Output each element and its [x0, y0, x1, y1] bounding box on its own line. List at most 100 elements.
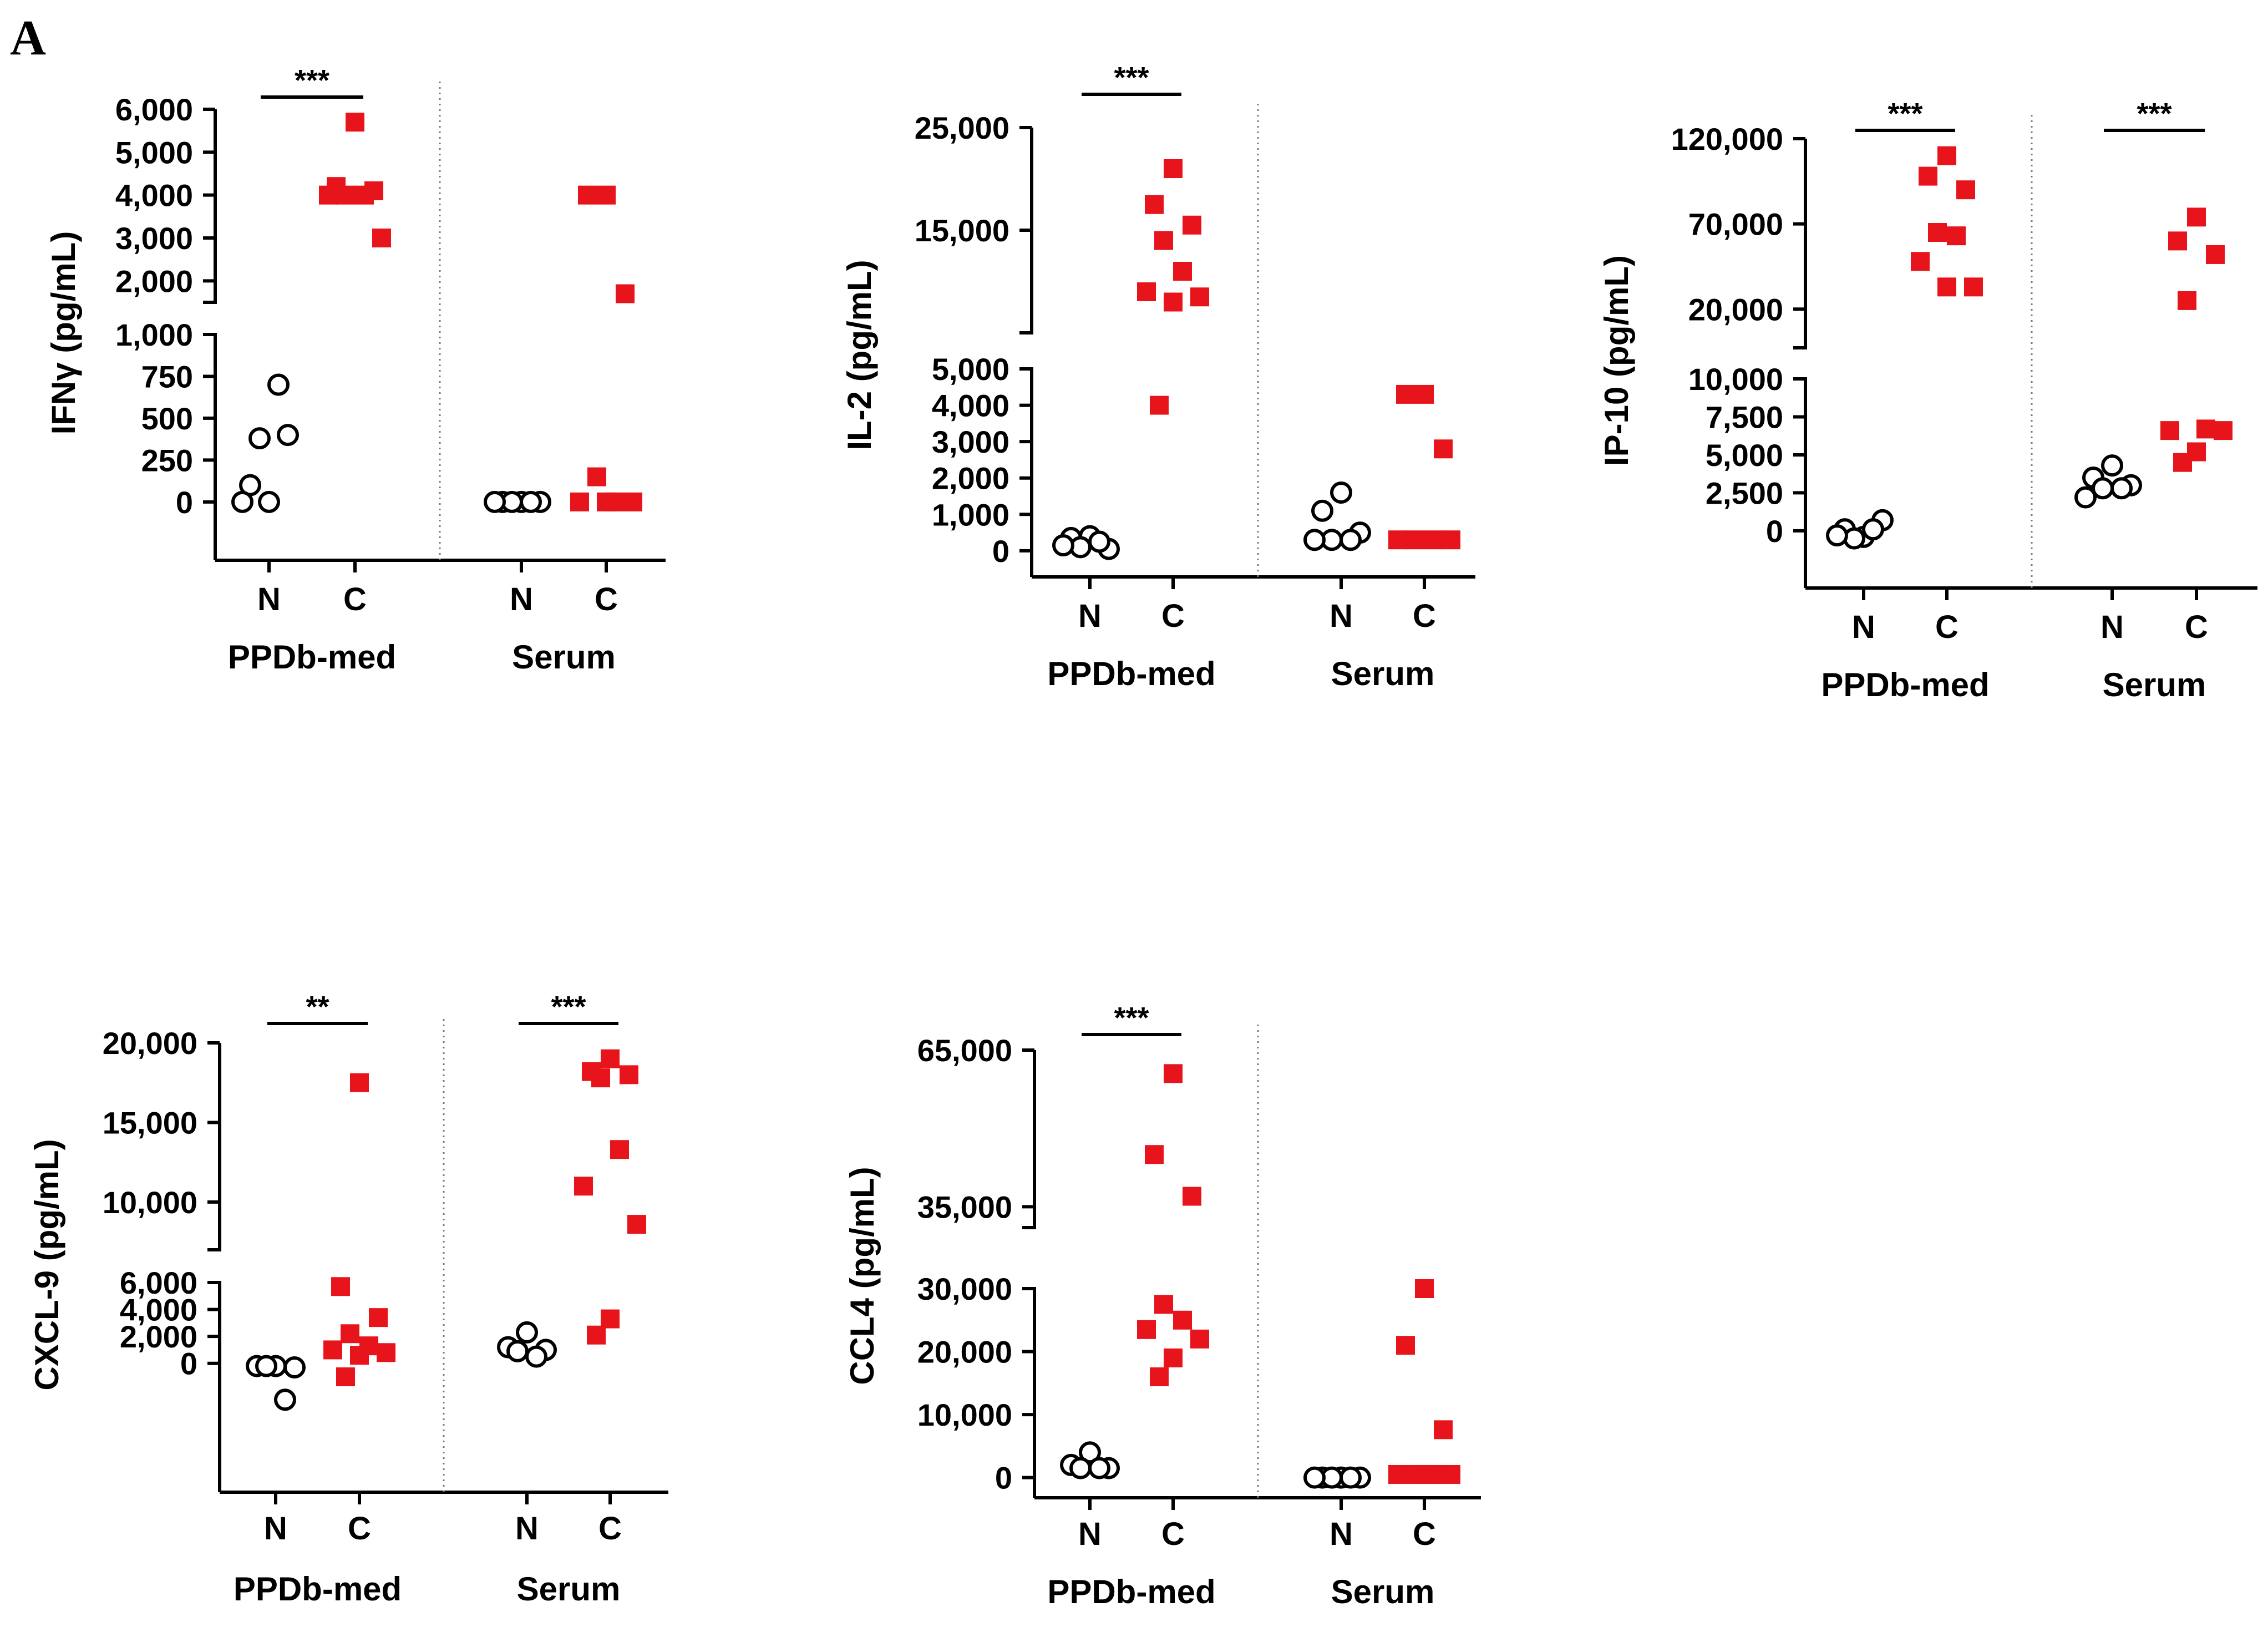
data-point-n — [267, 373, 290, 396]
data-point-c — [377, 1343, 395, 1362]
category-label: C — [595, 581, 618, 617]
data-point-n — [258, 490, 280, 513]
group-label: Serum — [512, 638, 616, 676]
data-point-c — [1964, 277, 1983, 297]
data-point-c — [1137, 1320, 1156, 1339]
data-point-c — [1956, 180, 1975, 200]
y-tick-label: 500 — [141, 401, 193, 436]
data-point-c — [610, 1140, 629, 1159]
y-tick-label: 4,000 — [932, 388, 1009, 423]
y-tick-label: 5,000 — [1706, 438, 1783, 473]
data-point-c — [623, 492, 642, 511]
category-label: C — [1161, 1516, 1185, 1552]
category-label: C — [1935, 609, 1959, 645]
y-tick-label: 1,000 — [115, 317, 193, 352]
y-tick-label: 1,000 — [932, 497, 1009, 532]
y-tick-label: 2,000 — [115, 263, 193, 298]
data-point-c — [355, 185, 374, 205]
category-label: N — [2100, 609, 2124, 645]
data-point-n — [1826, 524, 1848, 547]
y-tick-label: 750 — [141, 359, 193, 394]
category-label: N — [510, 581, 533, 617]
data-point-c — [2178, 291, 2196, 310]
data-point-c — [587, 1325, 606, 1345]
data-point-c — [597, 185, 616, 205]
data-point-n — [248, 427, 271, 450]
data-point-c — [336, 185, 355, 205]
data-point-c — [372, 229, 391, 247]
group-label: PPDb-med — [1047, 655, 1215, 692]
y-axis-title: CCL4 (pg/mL) — [844, 1167, 881, 1385]
data-point-n — [516, 1321, 538, 1344]
y-tick-label: 0 — [995, 1461, 1012, 1496]
data-point-c — [591, 1068, 610, 1088]
y-tick-label: 2,000 — [932, 461, 1009, 496]
data-point-c — [1154, 1295, 1173, 1314]
category-label: N — [1330, 1516, 1353, 1552]
data-point-c — [1442, 530, 1460, 550]
y-tick-label: 0 — [176, 485, 193, 520]
data-point-n — [525, 1345, 547, 1368]
data-point-c — [1434, 1420, 1453, 1440]
data-point-n — [277, 424, 299, 447]
data-point-c — [2173, 453, 2192, 472]
data-point-c — [1173, 1310, 1192, 1330]
y-tick-label: 3,000 — [115, 221, 193, 256]
data-point-c — [1415, 384, 1434, 404]
data-point-n — [1303, 1466, 1326, 1489]
data-point-n — [520, 490, 542, 513]
y-tick-label: 15,000 — [103, 1105, 197, 1140]
category-label: C — [1413, 598, 1436, 634]
significance-label: *** — [551, 990, 586, 1023]
y-tick-label: 0 — [992, 534, 1009, 569]
y-tick-label: 15,000 — [915, 213, 1009, 248]
category-label: N — [264, 1511, 287, 1547]
data-point-n — [255, 1355, 277, 1377]
data-point-n — [2074, 486, 2097, 509]
chart-ccl4: 0 10,000 20,000 30,000 35,000 65,000 CCL4 (pg/… — [844, 1001, 1481, 1610]
group-label: PPDb-med — [1047, 1573, 1215, 1610]
data-point-c — [369, 1308, 388, 1327]
data-point-c — [346, 113, 364, 132]
data-point-c — [1937, 146, 1956, 165]
data-point-c — [620, 1065, 638, 1084]
significance-label: *** — [1114, 61, 1149, 94]
data-point-c — [2160, 421, 2179, 440]
data-point-c — [1183, 1187, 1201, 1206]
data-point-n — [1052, 534, 1074, 557]
data-point-c — [1406, 530, 1424, 550]
category-label: C — [343, 581, 367, 617]
data-point-n — [231, 490, 253, 513]
data-point-c — [1164, 1064, 1183, 1083]
data-point-c — [1919, 166, 1937, 186]
data-point-n — [2110, 477, 2133, 500]
data-point-c — [1911, 252, 1930, 271]
y-tick-label: 10,000 — [1688, 362, 1783, 397]
significance-label: *** — [2137, 97, 2171, 130]
significance-label: ** — [306, 990, 329, 1023]
data-point-n — [1340, 529, 1362, 551]
chart-ifng: 0 250 500 750 1,000 2,000 3,000 4,000 5,000 6,000… — [45, 64, 666, 676]
y-tick-label: 250 — [141, 443, 193, 478]
y-tick-label: 0 — [1766, 514, 1783, 549]
y-tick-label: 20,000 — [1688, 292, 1783, 327]
y-tick-label: 0 — [180, 1346, 197, 1381]
y-tick-label: 7,500 — [1706, 399, 1783, 434]
data-point-n — [1088, 530, 1110, 553]
data-point-c — [1415, 1279, 1434, 1298]
y-tick-label: 10,000 — [917, 1397, 1012, 1432]
y-tick-label: 20,000 — [917, 1335, 1012, 1370]
data-point-c — [2168, 231, 2187, 251]
group-label: PPDb-med — [234, 1570, 402, 1608]
group-label: Serum — [2103, 666, 2206, 703]
significance-label: *** — [1888, 97, 1922, 130]
data-point-c — [323, 1340, 342, 1360]
data-point-n — [2101, 454, 2123, 477]
group-label: Serum — [1331, 655, 1435, 692]
data-point-n — [1303, 529, 1326, 551]
category-label: N — [1078, 598, 1102, 634]
group-label: Serum — [1331, 1573, 1435, 1610]
data-point-c — [336, 1367, 355, 1386]
data-point-c — [1164, 159, 1183, 178]
